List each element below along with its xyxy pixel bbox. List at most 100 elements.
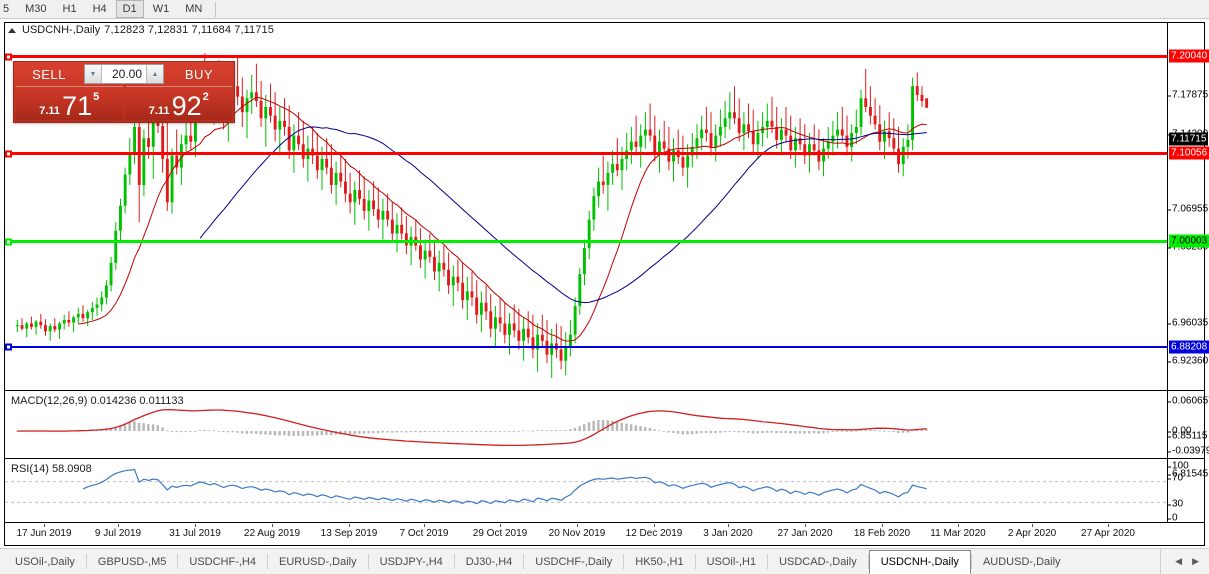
- support-line-green[interactable]: [5, 238, 1167, 245]
- chart-tab-hk50-h1[interactable]: HK50-,H1: [635, 555, 684, 568]
- date-tick: [118, 524, 119, 527]
- date-tick: [424, 524, 425, 527]
- date-label: 13 Sep 2019: [320, 528, 378, 539]
- macd-pane[interactable]: MACD(12,26,9) 0.014236 0.011133: [5, 392, 1204, 459]
- date-label: 2 Apr 2020: [1007, 528, 1057, 539]
- price-tick-label: 7.06955: [1167, 203, 1209, 215]
- date-axis[interactable]: 17 Jun 2019 9 Jul 2019 31 Jul 2019 22 Aug 2…: [5, 524, 1204, 545]
- tab-divider: [767, 554, 769, 569]
- rsi-tick-label: 0: [1168, 512, 1178, 524]
- tab-scroll-left-icon[interactable]: ◀: [1175, 556, 1183, 566]
- date-label: 18 Feb 2020: [853, 528, 911, 539]
- price-tick-label: 6.92360: [1167, 355, 1209, 367]
- date-label: 20 Nov 2019: [548, 528, 606, 539]
- tab-scroll-right-icon[interactable]: ▶: [1192, 556, 1199, 566]
- date-label: 22 Aug 2019: [243, 528, 301, 539]
- line-anchor-left[interactable]: [5, 150, 12, 157]
- buy-price-fraction: 2: [202, 91, 209, 103]
- timeframe-w1[interactable]: W1: [152, 3, 170, 15]
- rsi-tick-label: 70: [1167, 472, 1184, 484]
- line-anchor-left[interactable]: [5, 343, 12, 351]
- price-scale-divider: [1167, 23, 1168, 523]
- price-tag-blue: 6.88208: [1169, 340, 1209, 354]
- date-label: 29 Oct 2019: [472, 528, 528, 539]
- sell-button[interactable]: 7.11 71 5: [16, 86, 123, 120]
- rsi-title: RSI(14) 58.0908: [11, 463, 92, 475]
- tab-divider: [85, 554, 87, 569]
- date-tick: [272, 524, 273, 527]
- support-line-blue[interactable]: [5, 343, 1167, 351]
- chart-tab-audusd-daily[interactable]: AUDUSD-,Daily: [982, 555, 1061, 568]
- sell-price-fraction: 5: [93, 91, 100, 103]
- chart-tab-usoil-daily[interactable]: USOil-,Daily: [15, 555, 75, 568]
- macd-tick-label: 0.060657: [1168, 396, 1209, 407]
- price-pane[interactable]: USDCNH-,Daily 7,12823 7,12831 7,11684 7,…: [5, 23, 1204, 391]
- timeframe-mn[interactable]: MN: [185, 3, 203, 15]
- chart-tab-usdchf-daily[interactable]: USDCHF-,Daily: [535, 555, 613, 568]
- buy-button[interactable]: 7.11 92 2: [125, 86, 232, 120]
- price-tag-black: 7.11715: [1169, 132, 1209, 146]
- date-tick: [44, 524, 45, 527]
- tab-divider: [367, 554, 369, 569]
- chart-frame: USDCNH-,Daily 7,12823 7,12831 7,11684 7,…: [4, 22, 1209, 546]
- line-anchor-left[interactable]: [5, 238, 12, 245]
- price-tick-label: 6.85115: [1167, 430, 1208, 442]
- chart-tab-usoil-h1[interactable]: USOil-,H1: [706, 555, 757, 568]
- tab-scroll-controls[interactable]: ◀ ▶: [1160, 549, 1209, 574]
- date-label: 31 Jul 2019: [169, 528, 221, 539]
- macd-title: MACD(12,26,9) 0.014236 0.011133: [11, 395, 184, 407]
- volume-decrease-icon[interactable]: ▼: [85, 65, 102, 83]
- date-tick: [500, 524, 501, 527]
- date-label: 11 Mar 2020: [930, 528, 986, 539]
- resistance-line-mid[interactable]: [5, 150, 1167, 157]
- tab-divider: [623, 554, 625, 569]
- one-click-trading-panel[interactable]: SELL ▼ 20.00 ▲ BUY 7.11 71 5 7.11: [13, 61, 235, 123]
- timeframe-h4[interactable]: H4: [92, 3, 107, 15]
- macd-tick-label: 0.00: [1167, 425, 1192, 437]
- rsi-pane[interactable]: RSI(14) 58.0908: [5, 460, 1204, 523]
- price-tick-label: 6.81545: [1167, 468, 1209, 480]
- chart-title-bar: USDCNH-,Daily 7,12823 7,12831 7,11684 7,…: [8, 24, 274, 36]
- chart-tab-usdcad-daily[interactable]: USDCAD-,Daily: [779, 555, 857, 568]
- macd-tick-label: -0.039792: [1167, 446, 1209, 457]
- chart-tab-gbpusd-m5[interactable]: GBPUSD-,M5: [97, 555, 167, 568]
- volume-input[interactable]: 20.00: [102, 65, 146, 83]
- timeframe-h1[interactable]: H1: [62, 3, 77, 15]
- timeframe-m30[interactable]: M30: [25, 3, 47, 15]
- price-tag-red: 7.20040: [1169, 49, 1209, 63]
- chart-tab-dj30-h4[interactable]: DJ30-,H4: [465, 555, 513, 568]
- macd-plot: [15, 409, 928, 447]
- timeframe-m15[interactable]: 5: [3, 3, 10, 15]
- rsi-tick-label: 30: [1167, 498, 1184, 510]
- rsi-plot: [5, 468, 1167, 505]
- price-tick-label: 6.96035: [1167, 317, 1209, 329]
- date-label: 27 Apr 2020: [1081, 528, 1135, 539]
- tab-divider: [970, 554, 972, 569]
- date-tick: [882, 524, 883, 527]
- rsi-scale: 100 70 30 0: [1167, 460, 1208, 524]
- chart-tab-usdjpy-h4[interactable]: USDJPY-,H4: [379, 555, 443, 568]
- volume-increase-icon[interactable]: ▲: [146, 65, 163, 83]
- chart-tab-usdchf-h4[interactable]: USDCHF-,H4: [189, 555, 256, 568]
- price-tick-label: 7.17875: [1167, 89, 1209, 101]
- collapse-triangle-icon[interactable]: [8, 27, 16, 33]
- price-scale[interactable]: 7.178757.142007.069557.032806.960356.923…: [1167, 23, 1209, 523]
- sell-price-base: 7.11: [39, 105, 61, 117]
- chart-tab-bar[interactable]: USOil-,Daily GBPUSD-,M5 USDCHF-,H4 EURUSD-,…: [0, 548, 1209, 574]
- date-label: 17 Jun 2019: [16, 528, 72, 539]
- buy-price-pips: 92: [171, 91, 202, 120]
- date-tick: [728, 524, 729, 527]
- tab-divider: [177, 554, 179, 569]
- rsi-tick-label: 100: [1168, 460, 1189, 472]
- chart-tab-usdcnh-daily[interactable]: USDCNH-,Daily: [868, 550, 971, 574]
- line-anchor-left[interactable]: [5, 53, 12, 60]
- sell-label: SELL: [32, 66, 66, 82]
- date-tick: [805, 524, 806, 527]
- tab-divider: [523, 554, 525, 569]
- chart-tab-eurusd-daily[interactable]: EURUSD-,Daily: [279, 555, 357, 568]
- timeframe-d1[interactable]: D1: [115, 0, 144, 18]
- volume-stepper[interactable]: ▼ 20.00 ▲: [84, 64, 164, 84]
- timeframe-toolbar: 5 M30 H1 H4 D1 W1 MN: [0, 0, 1209, 19]
- resistance-line-top[interactable]: [5, 53, 1167, 60]
